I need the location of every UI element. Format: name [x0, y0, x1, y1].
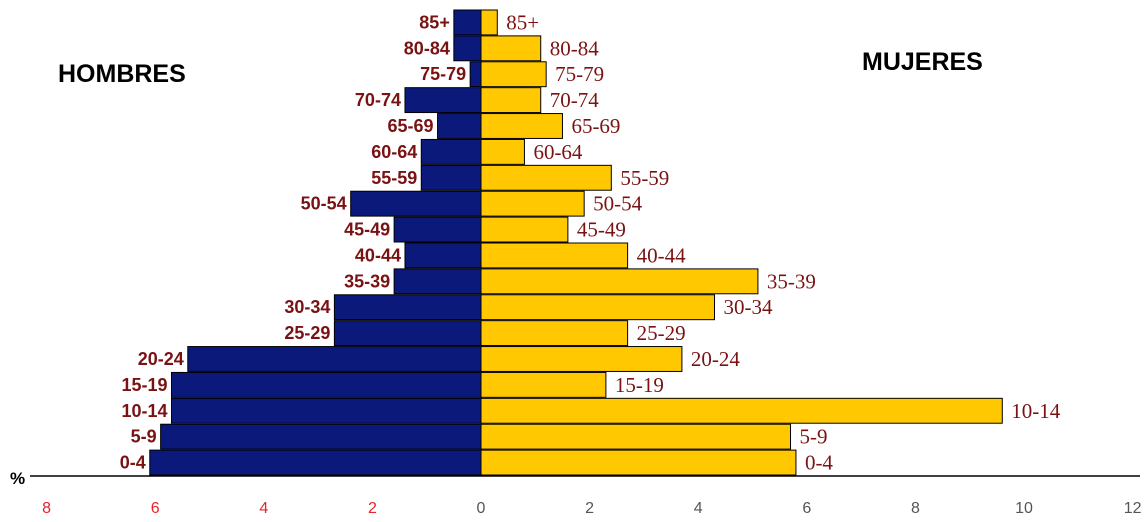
- bar-male-65-69: [437, 113, 482, 139]
- label-female-35-39: 35-39: [767, 269, 816, 293]
- bar-male-85+: [453, 9, 482, 36]
- bar-female-80-84: [480, 35, 542, 62]
- bar-male-50-54: [350, 190, 482, 217]
- bar-male-80-84: [453, 35, 482, 62]
- male-age-labels: 0-4 5-9 10-14 15-19 20-24 25-29 30-34 35-39 40-4…: [120, 12, 466, 472]
- label-female-40-44: 40-44: [637, 243, 686, 267]
- bar-male-45-49: [393, 216, 482, 243]
- label-female-55-59: 55-59: [620, 166, 669, 190]
- bar-male-60-64: [420, 138, 482, 165]
- label-male-80-84: 80-84: [404, 38, 450, 58]
- label-female-25-29: 25-29: [637, 321, 686, 345]
- label-male-20-24: 20-24: [138, 349, 184, 369]
- female-bars: [480, 9, 1003, 476]
- bar-female-40-44: [480, 242, 629, 269]
- label-male-15-19: 15-19: [121, 375, 167, 395]
- bar-female-30-34: [480, 294, 715, 321]
- bar-female-55-59: [480, 164, 612, 191]
- label-male-70-74: 70-74: [355, 90, 401, 110]
- label-female-45-49: 45-49: [577, 218, 626, 242]
- x-tick-label: 2: [585, 500, 594, 517]
- x-tick-label: 4: [694, 500, 703, 517]
- label-female-5-9: 5-9: [800, 425, 828, 449]
- bar-male-55-59: [420, 164, 482, 191]
- x-tick-label: 12: [1124, 500, 1142, 517]
- bar-female-10-14: [480, 397, 1003, 424]
- bar-female-15-19: [480, 371, 607, 398]
- label-female-30-34: 30-34: [723, 295, 772, 319]
- label-female-20-24: 20-24: [691, 347, 740, 371]
- label-female-10-14: 10-14: [1011, 399, 1060, 423]
- label-male-40-44: 40-44: [355, 245, 401, 265]
- label-female-0-4: 0-4: [805, 451, 833, 475]
- bar-female-75-79: [480, 61, 547, 88]
- unit-label: %: [10, 469, 25, 488]
- bar-female-65-69: [480, 113, 563, 139]
- label-female-50-54: 50-54: [593, 192, 642, 216]
- bar-female-20-24: [480, 346, 683, 372]
- label-female-85+: 85+: [506, 10, 539, 34]
- label-male-10-14: 10-14: [121, 401, 167, 421]
- label-female-15-19: 15-19: [615, 373, 664, 397]
- title-hombres: HOMBRES: [58, 60, 186, 88]
- bar-female-60-64: [480, 138, 525, 165]
- bar-female-85+: [480, 9, 498, 36]
- x-tick-label: 0: [477, 500, 486, 517]
- x-tick-label: 6: [151, 500, 160, 517]
- x-axis-ticks: 8 6 4 2 0 2 4 6 8 10 12: [42, 500, 1141, 517]
- label-female-65-69: 65-69: [571, 114, 620, 138]
- bar-female-35-39: [480, 268, 759, 295]
- label-male-25-29: 25-29: [284, 323, 330, 343]
- bar-female-45-49: [480, 216, 569, 243]
- label-female-70-74: 70-74: [550, 88, 599, 112]
- label-male-85+: 85+: [419, 12, 450, 32]
- male-bars: [149, 9, 482, 476]
- label-male-35-39: 35-39: [344, 271, 390, 291]
- x-tick-label: 10: [1015, 500, 1033, 517]
- label-male-50-54: 50-54: [301, 194, 347, 214]
- x-tick-label: 2: [368, 500, 377, 517]
- bar-male-30-34: [333, 294, 482, 321]
- bar-male-10-14: [170, 397, 482, 424]
- bar-female-50-54: [480, 190, 585, 217]
- bar-female-0-4: [480, 449, 797, 476]
- label-male-60-64: 60-64: [371, 142, 417, 162]
- label-male-45-49: 45-49: [344, 220, 390, 240]
- label-female-80-84: 80-84: [550, 36, 599, 60]
- label-male-75-79: 75-79: [420, 64, 466, 84]
- label-male-30-34: 30-34: [284, 297, 330, 317]
- bar-male-20-24: [187, 346, 482, 372]
- bar-male-15-19: [170, 371, 482, 398]
- label-male-5-9: 5-9: [131, 427, 157, 447]
- x-tick-label: 4: [259, 500, 268, 517]
- bar-male-35-39: [393, 268, 482, 295]
- x-tick-label: 6: [802, 500, 811, 517]
- label-male-65-69: 65-69: [388, 116, 434, 136]
- x-tick-label: 8: [42, 500, 51, 517]
- bar-male-5-9: [160, 423, 482, 450]
- label-male-55-59: 55-59: [371, 168, 417, 188]
- bar-male-25-29: [333, 320, 482, 347]
- label-female-75-79: 75-79: [555, 62, 604, 86]
- bar-female-5-9: [480, 423, 792, 450]
- label-female-60-64: 60-64: [533, 140, 582, 164]
- bar-male-75-79: [469, 61, 482, 88]
- title-mujeres: MUJERES: [862, 48, 983, 76]
- bar-female-70-74: [480, 87, 542, 114]
- bar-male-40-44: [404, 242, 482, 269]
- x-tick-label: 8: [911, 500, 920, 517]
- bar-male-0-4: [149, 449, 482, 476]
- bar-female-25-29: [480, 320, 629, 347]
- bar-male-70-74: [404, 87, 482, 114]
- label-male-0-4: 0-4: [120, 453, 146, 473]
